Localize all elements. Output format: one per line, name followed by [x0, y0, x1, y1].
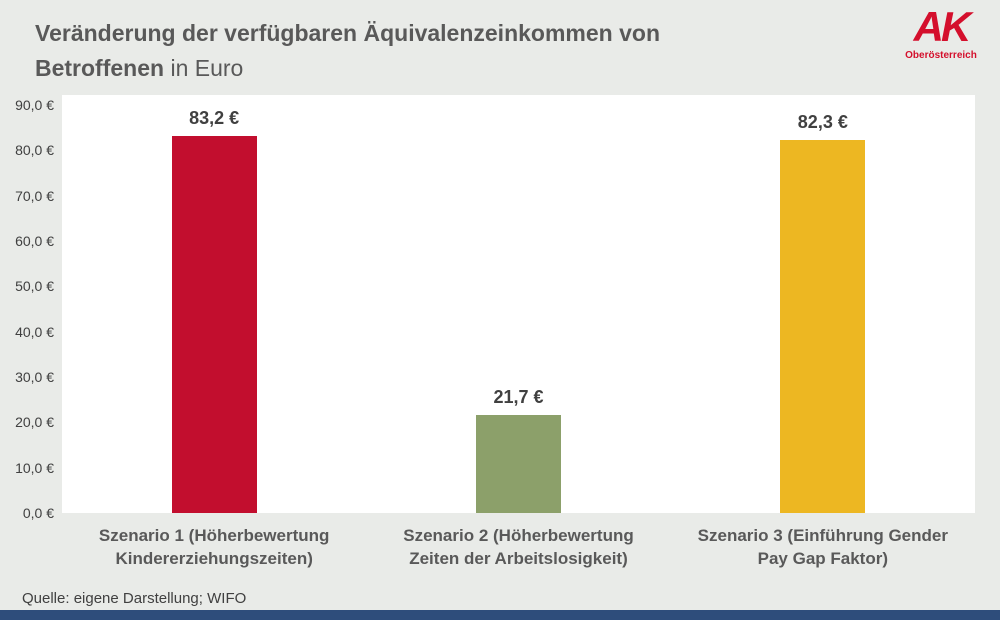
- plot-area: 83,2 € 21,7 € 82,3 €: [62, 95, 975, 513]
- bar: [780, 139, 866, 513]
- bar-value-label: 21,7 €: [493, 386, 544, 407]
- y-axis-tick-label: 10,0 €: [15, 459, 54, 476]
- bar: [475, 414, 561, 513]
- bar-column: 82,3 €: [671, 105, 975, 513]
- bar-column: 83,2 €: [62, 105, 366, 513]
- chart-title: Veränderung der verfügbaren Äquivalenzei…: [35, 16, 725, 85]
- y-axis-tick-label: 50,0 €: [15, 278, 54, 295]
- y-axis-tick-label: 60,0 €: [15, 233, 54, 250]
- y-axis-tick-label: 20,0 €: [15, 414, 54, 431]
- bar-plot: 83,2 € 21,7 € 82,3 €: [62, 105, 975, 513]
- ak-logo-text: AK: [913, 3, 972, 50]
- bar-value-label: 83,2 €: [189, 107, 240, 128]
- y-axis-tick-label: 70,0 €: [15, 187, 54, 204]
- source-note: Quelle: eigene Darstellung; WIFO: [22, 590, 247, 607]
- chart-title-bold: Veränderung der verfügbaren Äquivalenzei…: [35, 20, 660, 81]
- y-axis-tick-label: 90,0 €: [15, 97, 54, 113]
- category-label: Szenario 1 (Höherbewertung Kindererziehu…: [98, 526, 330, 568]
- bar: [171, 135, 257, 513]
- chart-title-unit: in Euro: [164, 54, 244, 81]
- ak-oberoesterreich-logo: AK Oberösterreich: [896, 3, 986, 62]
- y-axis-tick-label: 0,0 €: [22, 505, 54, 521]
- category-label: Szenario 3 (Einführung Gender Pay Gap Fa…: [697, 526, 948, 568]
- bar-column: 21,7 €: [366, 105, 670, 513]
- x-axis-category-labels: Szenario 1 (Höherbewertung Kindererziehu…: [62, 525, 975, 571]
- y-axis-tick-label: 30,0 €: [15, 369, 54, 386]
- ak-logo-subtext: Oberösterreich: [905, 50, 977, 61]
- footer-accent-strip: [0, 610, 1000, 620]
- y-axis-tick-label: 40,0 €: [15, 323, 54, 340]
- y-axis-tick-label: 80,0 €: [15, 142, 54, 159]
- bar-value-label: 82,3 €: [797, 111, 848, 132]
- category-label: Szenario 2 (Höherbewertung Zeiten der Ar…: [403, 526, 634, 568]
- y-axis: 0,0 € 10,0 € 20,0 € 30,0 € 40,0 € 50,0 € 60,0 …: [0, 97, 54, 521]
